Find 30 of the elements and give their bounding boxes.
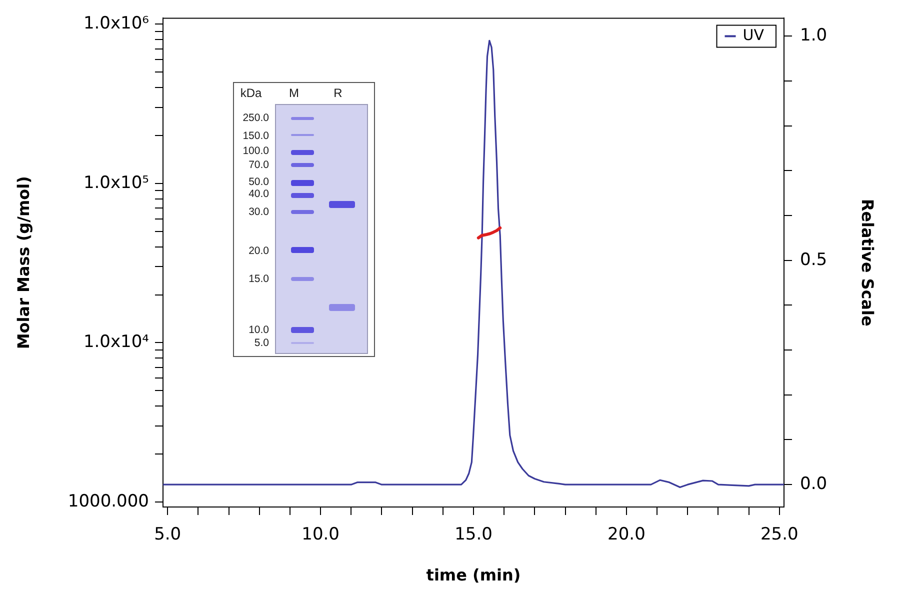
x-tick-label: 10.0 [302,524,340,545]
annotation: M [289,86,299,100]
annotation: 70.0 [248,159,269,172]
x-tick-label: 15.0 [454,524,492,545]
y-axis-title: Molar Mass (g/mol) [14,176,33,350]
annotation: kDa [240,86,262,100]
annotation: 20.0 [248,244,269,256]
y2-tick-label: 0.5 [800,250,828,270]
annotation: 100.0 [242,145,269,158]
y2-axis-title: Relative Scale [858,198,878,327]
annotation: 50.0 [248,176,269,188]
annotation: R [334,86,342,100]
x-tick-label: 5.0 [154,524,182,545]
y-tick-label: 1.0x10⁶ [83,14,150,34]
annotation: 150.0 [242,130,269,142]
annotation: 30.0 [248,206,269,218]
annotation: 250.0 [242,112,269,124]
x-tick-label: 20.0 [608,524,646,545]
x-tick-label: 25.0 [760,524,798,545]
annotation: 5.0 [254,336,269,348]
x-axis-title: time (min) [426,566,521,585]
y-tick-label: 1000.000 [68,491,149,512]
annotation: 10.0 [248,324,269,336]
legend-label: UV [742,26,765,44]
y-tick-label: 1.0x10⁵ [83,172,149,193]
annotation: 40.0 [248,188,269,200]
y2-tick-label: 0.0 [800,474,828,494]
annotation: 15.0 [248,272,269,285]
y-tick-label: 1.0x10⁴ [83,332,150,352]
y2-tick-label: 1.0 [800,26,828,46]
